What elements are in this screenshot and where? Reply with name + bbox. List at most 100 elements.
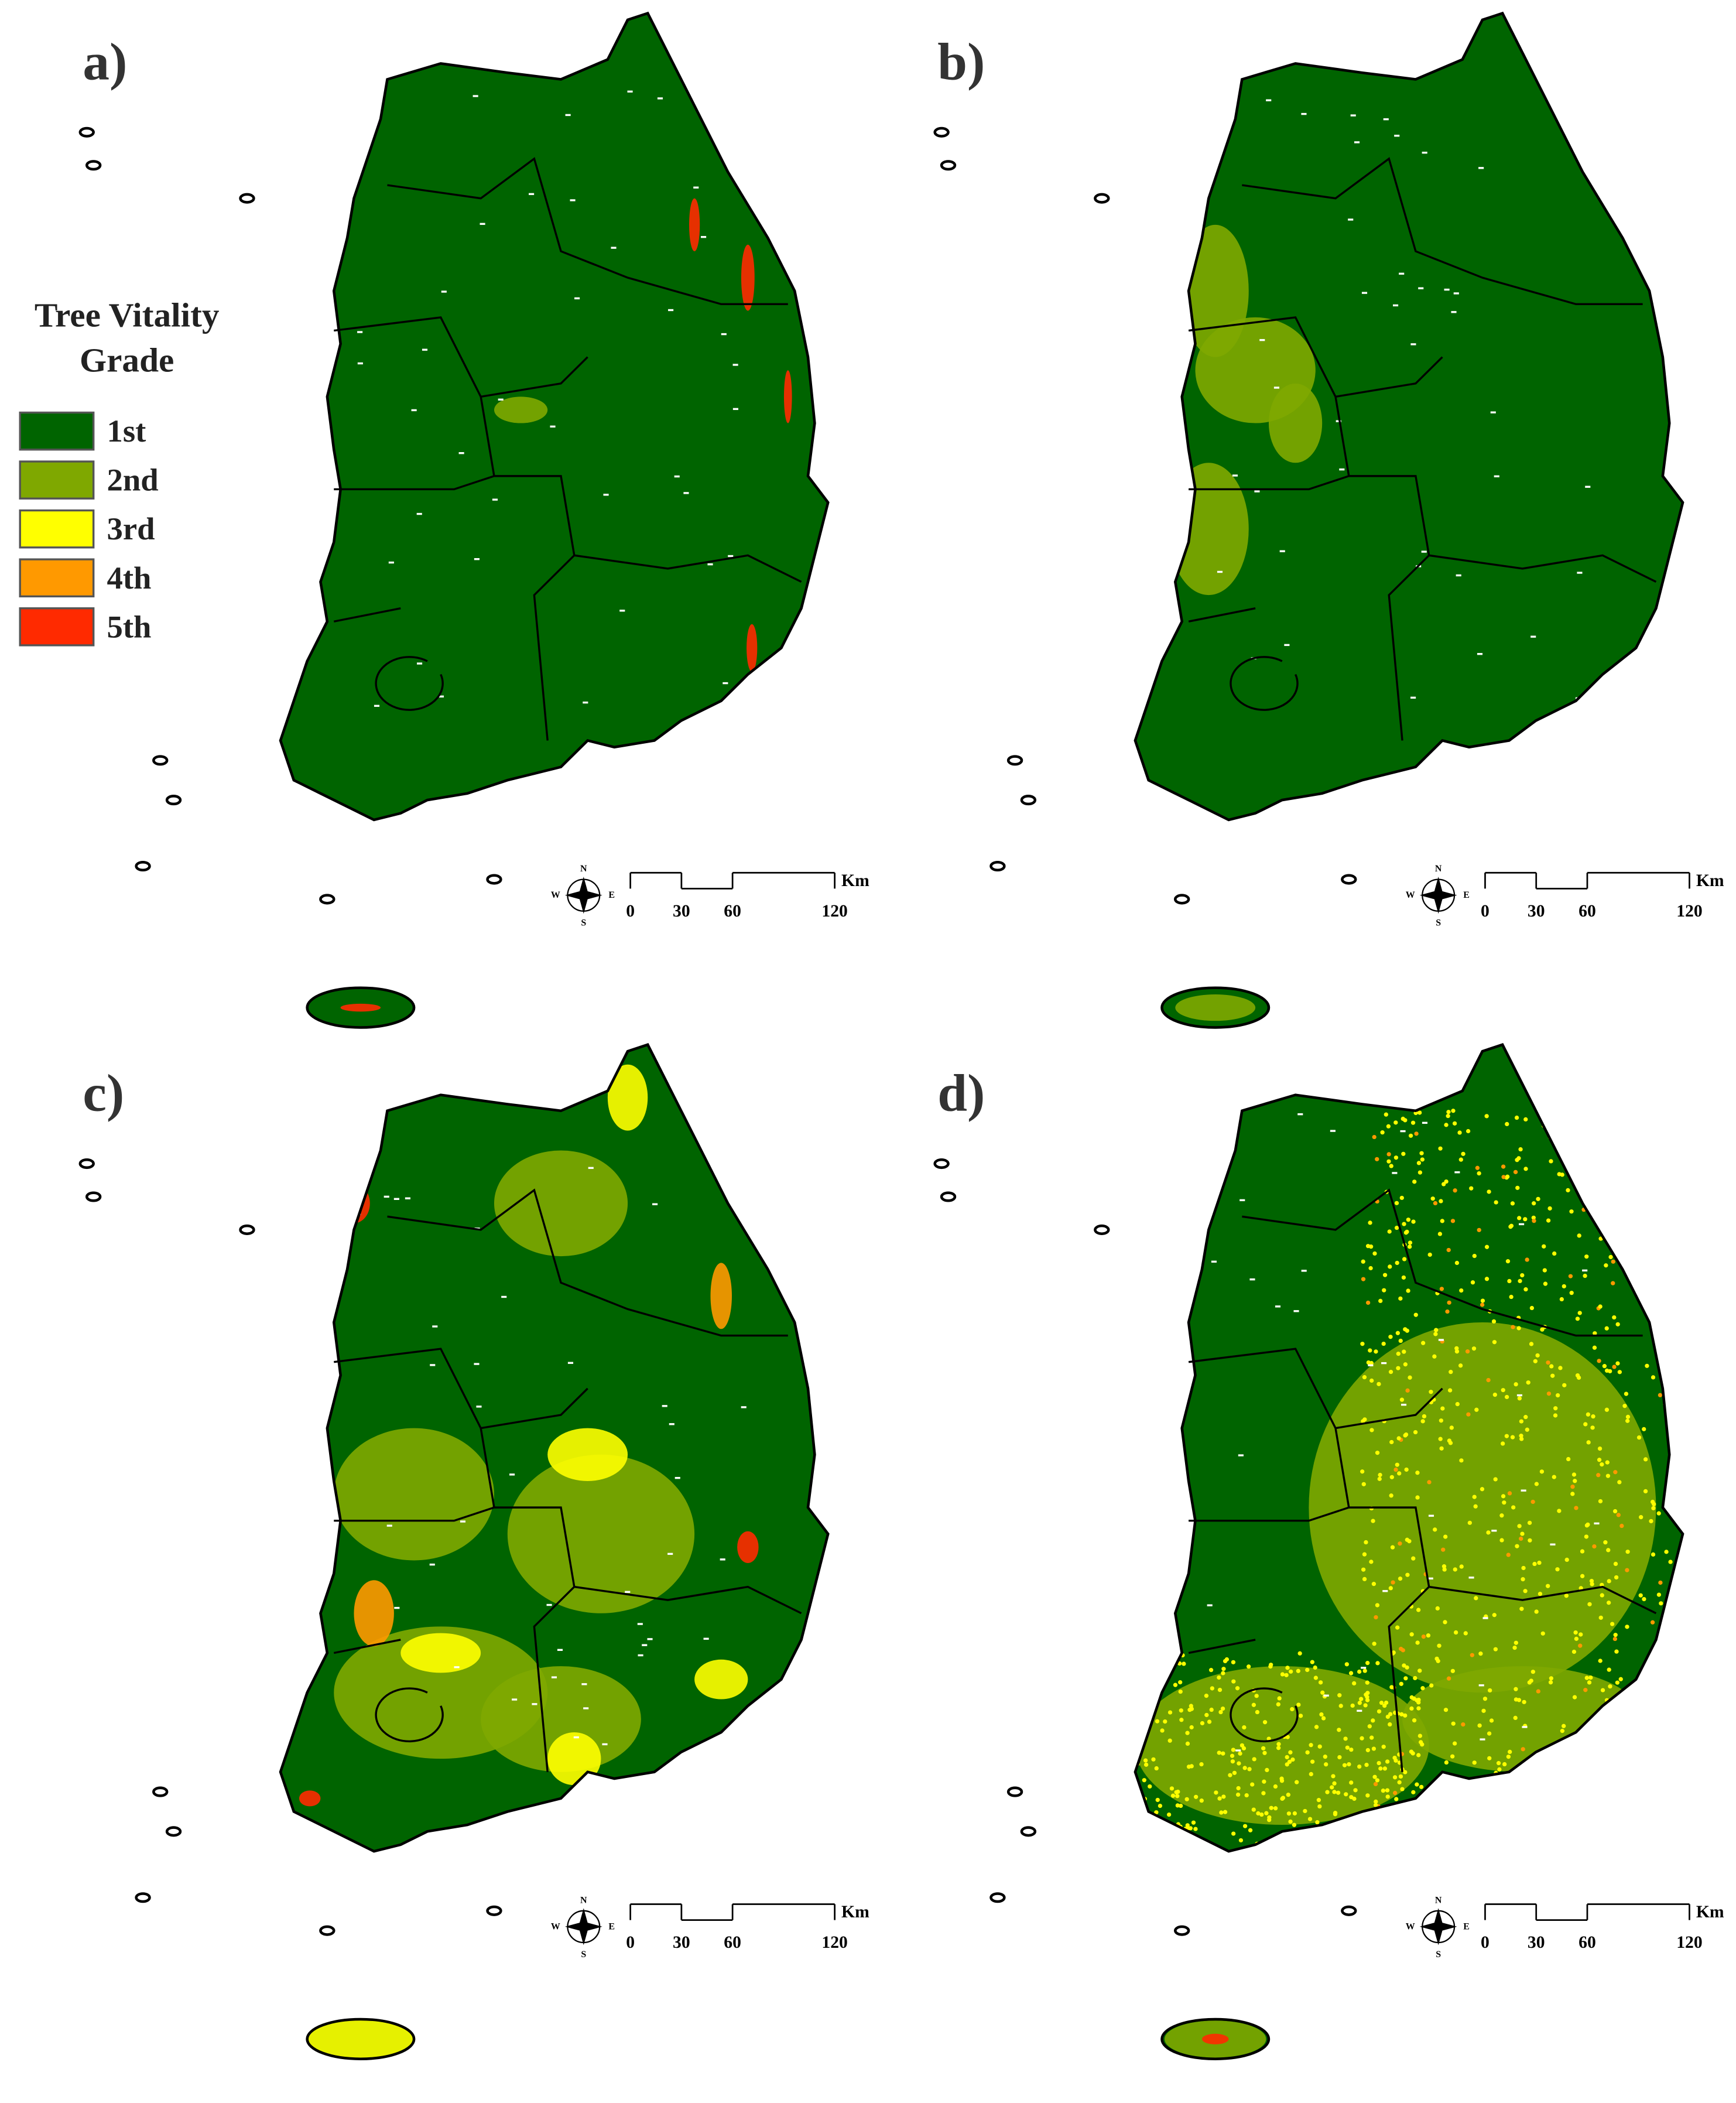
speckle bbox=[1178, 1680, 1183, 1685]
speckle bbox=[1377, 1382, 1381, 1386]
no-data bbox=[498, 398, 504, 401]
scale-label: 60 bbox=[1579, 902, 1596, 921]
island bbox=[239, 1224, 255, 1235]
speckle bbox=[1530, 1801, 1535, 1806]
island bbox=[1341, 874, 1357, 885]
speckle bbox=[1494, 1200, 1498, 1205]
speckle bbox=[1409, 1706, 1414, 1711]
speckle bbox=[1645, 1363, 1649, 1368]
speckle bbox=[1484, 1114, 1489, 1119]
speckle bbox=[1305, 1750, 1310, 1755]
island bbox=[989, 860, 1006, 872]
speckle bbox=[1562, 1383, 1567, 1387]
speckle bbox=[1399, 1646, 1403, 1651]
speckle bbox=[1474, 1596, 1478, 1601]
speckle bbox=[1626, 1240, 1631, 1245]
speckle bbox=[1596, 1473, 1601, 1478]
scale-bar bbox=[1485, 871, 1690, 890]
speckle bbox=[1576, 1375, 1581, 1380]
speckle bbox=[1417, 1110, 1422, 1115]
no-data bbox=[625, 1591, 631, 1594]
no-data bbox=[1494, 475, 1499, 478]
speckle bbox=[1363, 1703, 1368, 1708]
speckle bbox=[1615, 1680, 1620, 1685]
speckle bbox=[1396, 1352, 1401, 1356]
speckle bbox=[1439, 1199, 1443, 1203]
grade-patch bbox=[547, 1732, 601, 1786]
speckle bbox=[1597, 1458, 1602, 1462]
speckle bbox=[1393, 1155, 1399, 1160]
speckle bbox=[1413, 1430, 1418, 1435]
speckle bbox=[1285, 1762, 1289, 1767]
land bbox=[280, 1044, 828, 2059]
scale-label: 0 bbox=[1481, 902, 1490, 921]
speckle bbox=[1570, 1485, 1575, 1489]
no-data bbox=[1392, 304, 1399, 307]
no-data bbox=[416, 512, 422, 515]
speckle bbox=[1363, 1825, 1368, 1830]
speckle bbox=[1525, 1427, 1529, 1432]
speckle bbox=[1440, 1219, 1444, 1223]
speckle bbox=[1276, 1746, 1281, 1750]
speckle bbox=[1671, 1656, 1676, 1661]
speckle bbox=[1530, 1670, 1536, 1674]
no-data bbox=[384, 1195, 389, 1198]
speckle bbox=[1159, 1675, 1163, 1680]
speckle bbox=[1509, 1223, 1514, 1228]
compass-w: W bbox=[1406, 890, 1415, 900]
speckle bbox=[1352, 1681, 1357, 1686]
no-data bbox=[1594, 1522, 1600, 1525]
speckle bbox=[1527, 1680, 1532, 1685]
speckle bbox=[1447, 1813, 1452, 1818]
speckle bbox=[1401, 1151, 1406, 1156]
speckle bbox=[1558, 1366, 1563, 1370]
speckle bbox=[1434, 1328, 1439, 1332]
speckle bbox=[1487, 1189, 1491, 1194]
speckle bbox=[1250, 1782, 1255, 1787]
speckle bbox=[1507, 1491, 1512, 1496]
speckle bbox=[1655, 1818, 1659, 1822]
no-data bbox=[727, 712, 732, 714]
no-data bbox=[1454, 1171, 1460, 1174]
speckle bbox=[1612, 1315, 1617, 1320]
speckle bbox=[1318, 1680, 1323, 1685]
speckle bbox=[1342, 1763, 1347, 1767]
land-fill bbox=[1135, 13, 1683, 1028]
speckle bbox=[1324, 1762, 1328, 1767]
speckle bbox=[1465, 1349, 1470, 1354]
speckle bbox=[1214, 1790, 1218, 1795]
no-data bbox=[1421, 550, 1427, 553]
speckle bbox=[1378, 1766, 1383, 1771]
speckle bbox=[1341, 1839, 1347, 1844]
speckle bbox=[1150, 1660, 1155, 1664]
speckle bbox=[1440, 1406, 1445, 1411]
speckle bbox=[1200, 1721, 1205, 1726]
no-data bbox=[1400, 1130, 1406, 1133]
speckle bbox=[1602, 1127, 1607, 1131]
speckle bbox=[1365, 1680, 1369, 1685]
speckle bbox=[1676, 1115, 1682, 1120]
speckle bbox=[1403, 1713, 1408, 1718]
speckle bbox=[1531, 1215, 1536, 1220]
legend-swatch bbox=[19, 509, 95, 549]
no-data bbox=[1218, 93, 1224, 95]
speckle bbox=[1655, 1180, 1659, 1185]
speckle bbox=[1443, 1534, 1448, 1539]
speckle bbox=[1148, 1784, 1152, 1789]
speckle bbox=[1515, 1544, 1519, 1548]
speckle bbox=[1151, 1757, 1156, 1762]
speckle bbox=[1189, 1725, 1194, 1730]
speckle bbox=[1319, 1712, 1324, 1717]
speckle bbox=[1357, 1764, 1362, 1769]
speckle bbox=[1276, 1742, 1281, 1746]
speckle bbox=[1189, 1704, 1193, 1708]
speckle bbox=[1381, 1817, 1386, 1821]
speckle bbox=[1677, 1801, 1683, 1806]
no-data bbox=[422, 348, 428, 351]
speckle bbox=[1540, 1327, 1545, 1332]
speckle bbox=[1420, 1157, 1425, 1162]
speckle bbox=[1372, 1251, 1377, 1256]
speckle bbox=[1412, 1179, 1417, 1184]
speckle bbox=[1605, 1460, 1610, 1465]
